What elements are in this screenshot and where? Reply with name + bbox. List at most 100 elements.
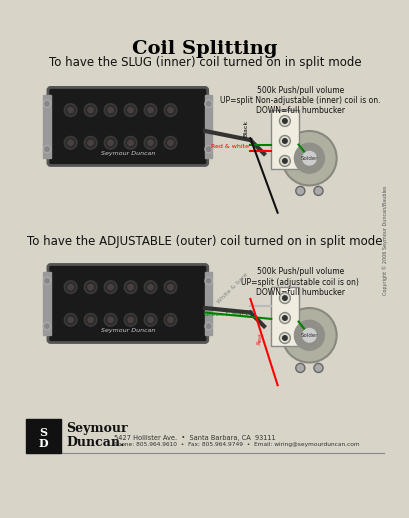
- Text: To have the ADJUSTABLE (outer) coil turned on in split mode: To have the ADJUSTABLE (outer) coil turn…: [27, 235, 382, 249]
- Circle shape: [128, 317, 133, 323]
- Circle shape: [279, 333, 290, 343]
- Text: Green & black: Green & black: [203, 312, 248, 317]
- Text: Copyright © 2006 Seymour Duncan/Baubles: Copyright © 2006 Seymour Duncan/Baubles: [382, 185, 387, 295]
- Circle shape: [206, 279, 210, 283]
- Text: D: D: [38, 438, 48, 449]
- Circle shape: [144, 104, 157, 117]
- Circle shape: [206, 102, 210, 106]
- Circle shape: [45, 147, 49, 151]
- Text: 500k Push/pull volume
UP=split (adjustable coil is on)
DOWN=full humbucker: 500k Push/pull volume UP=split (adjustab…: [241, 267, 358, 297]
- Circle shape: [206, 324, 210, 328]
- Circle shape: [282, 296, 286, 300]
- Circle shape: [45, 324, 49, 328]
- Text: 500k Push/pull volume
UP=split Non-adjustable (inner) coil is on.
DOWN=full humb: 500k Push/pull volume UP=split Non-adjus…: [220, 85, 380, 116]
- Circle shape: [88, 140, 93, 146]
- Circle shape: [144, 313, 157, 326]
- FancyBboxPatch shape: [48, 88, 207, 165]
- Circle shape: [128, 140, 133, 146]
- Circle shape: [108, 284, 113, 290]
- Circle shape: [166, 283, 175, 292]
- Circle shape: [106, 106, 115, 114]
- Circle shape: [302, 328, 315, 342]
- FancyBboxPatch shape: [48, 265, 207, 342]
- Circle shape: [128, 284, 133, 290]
- Circle shape: [66, 315, 75, 324]
- Text: Seymour
Duncan.: Seymour Duncan.: [66, 422, 127, 449]
- Circle shape: [84, 313, 97, 326]
- Circle shape: [43, 100, 51, 107]
- Circle shape: [204, 146, 212, 153]
- Circle shape: [124, 136, 137, 149]
- Circle shape: [282, 139, 286, 143]
- Circle shape: [279, 116, 290, 126]
- Circle shape: [128, 107, 133, 113]
- Circle shape: [68, 140, 73, 146]
- Circle shape: [86, 315, 95, 324]
- Text: Red: Red: [256, 333, 263, 346]
- Circle shape: [166, 138, 175, 147]
- Circle shape: [45, 102, 49, 106]
- Circle shape: [144, 136, 157, 149]
- Text: Solder: Solder: [300, 333, 317, 338]
- Circle shape: [84, 136, 97, 149]
- Circle shape: [64, 136, 77, 149]
- Circle shape: [68, 284, 73, 290]
- Circle shape: [106, 315, 115, 324]
- Circle shape: [64, 104, 77, 117]
- Circle shape: [166, 315, 175, 324]
- Text: Red & white: Red & white: [210, 144, 248, 149]
- Circle shape: [64, 313, 77, 326]
- Bar: [204, 272, 212, 335]
- Text: S: S: [39, 427, 47, 438]
- Circle shape: [126, 283, 135, 292]
- Circle shape: [294, 143, 324, 173]
- Text: 5427 Hollister Ave.  •  Santa Barbara, CA  93111: 5427 Hollister Ave. • Santa Barbara, CA …: [114, 435, 275, 441]
- Circle shape: [104, 281, 117, 294]
- Circle shape: [66, 138, 75, 147]
- Circle shape: [126, 315, 135, 324]
- Circle shape: [282, 316, 286, 320]
- Circle shape: [204, 100, 212, 107]
- Circle shape: [294, 320, 324, 350]
- Circle shape: [204, 323, 212, 330]
- Circle shape: [282, 159, 286, 163]
- Bar: [26, 419, 61, 453]
- Circle shape: [146, 315, 155, 324]
- Text: To have the SLUG (inner) coil turned on in split mode: To have the SLUG (inner) coil turned on …: [49, 55, 360, 68]
- Circle shape: [108, 107, 113, 113]
- Circle shape: [279, 155, 290, 166]
- Bar: [43, 272, 51, 335]
- Text: Black: Black: [243, 119, 248, 137]
- Circle shape: [146, 106, 155, 114]
- Circle shape: [86, 283, 95, 292]
- Circle shape: [66, 283, 75, 292]
- Circle shape: [295, 186, 304, 195]
- Bar: [43, 95, 51, 158]
- Circle shape: [302, 151, 315, 165]
- Circle shape: [204, 277, 212, 284]
- Circle shape: [164, 281, 176, 294]
- Circle shape: [167, 317, 173, 323]
- Circle shape: [106, 283, 115, 292]
- Circle shape: [43, 323, 51, 330]
- Circle shape: [164, 104, 176, 117]
- Circle shape: [313, 364, 322, 372]
- Circle shape: [66, 106, 75, 114]
- Circle shape: [167, 284, 173, 290]
- Circle shape: [167, 140, 173, 146]
- Circle shape: [88, 284, 93, 290]
- Circle shape: [126, 106, 135, 114]
- Circle shape: [64, 281, 77, 294]
- Circle shape: [313, 186, 322, 195]
- Text: Seymour Duncan: Seymour Duncan: [100, 151, 155, 156]
- Circle shape: [146, 138, 155, 147]
- Text: Solder: Solder: [300, 156, 317, 161]
- Bar: [271, 287, 298, 346]
- Circle shape: [43, 146, 51, 153]
- Circle shape: [104, 136, 117, 149]
- Circle shape: [108, 317, 113, 323]
- Circle shape: [295, 364, 304, 372]
- Circle shape: [279, 136, 290, 147]
- Circle shape: [104, 313, 117, 326]
- Circle shape: [84, 104, 97, 117]
